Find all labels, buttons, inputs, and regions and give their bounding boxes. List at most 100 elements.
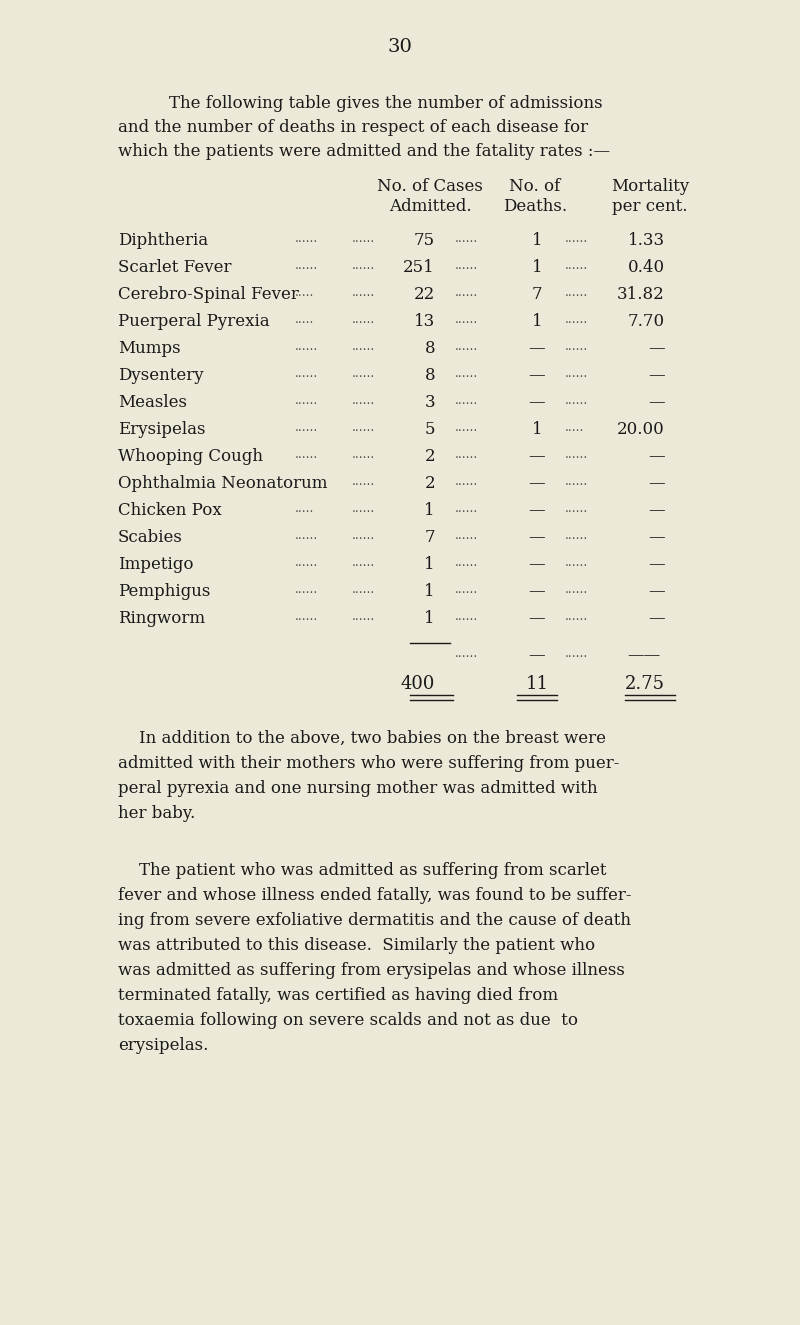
Text: ......: ...... [295,583,318,596]
Text: Mortality: Mortality [611,178,689,195]
Text: ......: ...... [565,394,588,407]
Text: which the patients were admitted and the fatality rates :—: which the patients were admitted and the… [118,143,610,160]
Text: erysipelas.: erysipelas. [118,1037,208,1053]
Text: ......: ...... [455,232,478,245]
Text: ......: ...... [295,258,318,272]
Text: Scarlet Fever: Scarlet Fever [118,258,231,276]
Text: The following table gives the number of admissions: The following table gives the number of … [148,95,602,113]
Text: 1: 1 [532,232,542,249]
Text: —: — [529,610,546,627]
Text: ......: ...... [565,502,588,515]
Text: ......: ...... [565,583,588,596]
Text: —: — [648,556,665,572]
Text: 1: 1 [532,421,542,439]
Text: —: — [648,502,665,519]
Text: ......: ...... [565,448,588,461]
Text: ......: ...... [565,610,588,623]
Text: ......: ...... [565,313,588,326]
Text: ......: ...... [455,313,478,326]
Text: 13: 13 [414,313,435,330]
Text: ......: ...... [352,421,375,435]
Text: ......: ...... [565,367,588,380]
Text: fever and whose illness ended fatally, was found to be suffer-: fever and whose illness ended fatally, w… [118,886,631,904]
Text: ......: ...... [295,610,318,623]
Text: 1: 1 [424,502,435,519]
Text: ......: ...... [565,286,588,299]
Text: ......: ...... [565,556,588,568]
Text: ......: ...... [295,421,318,435]
Text: ......: ...... [352,502,375,515]
Text: ......: ...... [455,367,478,380]
Text: Whooping Cough: Whooping Cough [118,448,263,465]
Text: —: — [648,367,665,384]
Text: ......: ...... [455,394,478,407]
Text: ......: ...... [295,367,318,380]
Text: Pemphigus: Pemphigus [118,583,210,600]
Text: ......: ...... [455,502,478,515]
Text: and the number of deaths in respect of each disease for: and the number of deaths in respect of e… [118,119,588,136]
Text: ......: ...... [455,583,478,596]
Text: 0.40: 0.40 [628,258,665,276]
Text: 7: 7 [532,286,542,303]
Text: was admitted as suffering from erysipelas and whose illness: was admitted as suffering from erysipela… [118,962,625,979]
Text: Puerperal Pyrexia: Puerperal Pyrexia [118,313,270,330]
Text: 400: 400 [401,674,435,693]
Text: —: — [648,583,665,600]
Text: ......: ...... [352,258,375,272]
Text: —: — [648,610,665,627]
Text: The patient who was admitted as suffering from scarlet: The patient who was admitted as sufferin… [118,863,606,878]
Text: Cerebro-Spinal Fever: Cerebro-Spinal Fever [118,286,299,303]
Text: Impetigo: Impetigo [118,556,194,572]
Text: —: — [529,647,546,664]
Text: ing from severe exfoliative dermatitis and the cause of death: ing from severe exfoliative dermatitis a… [118,912,631,929]
Text: Admitted.: Admitted. [389,197,471,215]
Text: 22: 22 [414,286,435,303]
Text: .....: ..... [295,286,314,299]
Text: Measles: Measles [118,394,187,411]
Text: Deaths.: Deaths. [503,197,567,215]
Text: 2.75: 2.75 [625,674,665,693]
Text: —: — [529,502,546,519]
Text: Erysipelas: Erysipelas [118,421,206,439]
Text: 1.33: 1.33 [628,232,665,249]
Text: ......: ...... [455,448,478,461]
Text: 3: 3 [424,394,435,411]
Text: 5: 5 [425,421,435,439]
Text: 1: 1 [532,258,542,276]
Text: ......: ...... [352,232,375,245]
Text: ......: ...... [455,647,478,660]
Text: .....: ..... [295,313,314,326]
Text: 8: 8 [424,341,435,356]
Text: ......: ...... [352,313,375,326]
Text: Mumps: Mumps [118,341,181,356]
Text: ......: ...... [352,448,375,461]
Text: 8: 8 [424,367,435,384]
Text: ......: ...... [455,421,478,435]
Text: Ringworm: Ringworm [118,610,205,627]
Text: ......: ...... [295,556,318,568]
Text: 7: 7 [424,529,435,546]
Text: ......: ...... [455,286,478,299]
Text: In addition to the above, two babies on the breast were: In addition to the above, two babies on … [118,730,606,747]
Text: Ophthalmia Neonatorum: Ophthalmia Neonatorum [118,474,327,492]
Text: ......: ...... [352,556,375,568]
Text: —: — [529,448,546,465]
Text: 1: 1 [424,610,435,627]
Text: ......: ...... [352,610,375,623]
Text: ......: ...... [455,529,478,542]
Text: ......: ...... [352,286,375,299]
Text: 11: 11 [526,674,549,693]
Text: ......: ...... [565,341,588,352]
Text: was attributed to this disease.  Similarly the patient who: was attributed to this disease. Similarl… [118,937,595,954]
Text: —: — [529,474,546,492]
Text: ......: ...... [352,394,375,407]
Text: ......: ...... [565,232,588,245]
Text: ——: —— [626,647,660,664]
Text: ......: ...... [565,474,588,488]
Text: —: — [648,341,665,356]
Text: 20.00: 20.00 [618,421,665,439]
Text: ......: ...... [455,556,478,568]
Text: Diphtheria: Diphtheria [118,232,208,249]
Text: ......: ...... [295,529,318,542]
Text: —: — [529,367,546,384]
